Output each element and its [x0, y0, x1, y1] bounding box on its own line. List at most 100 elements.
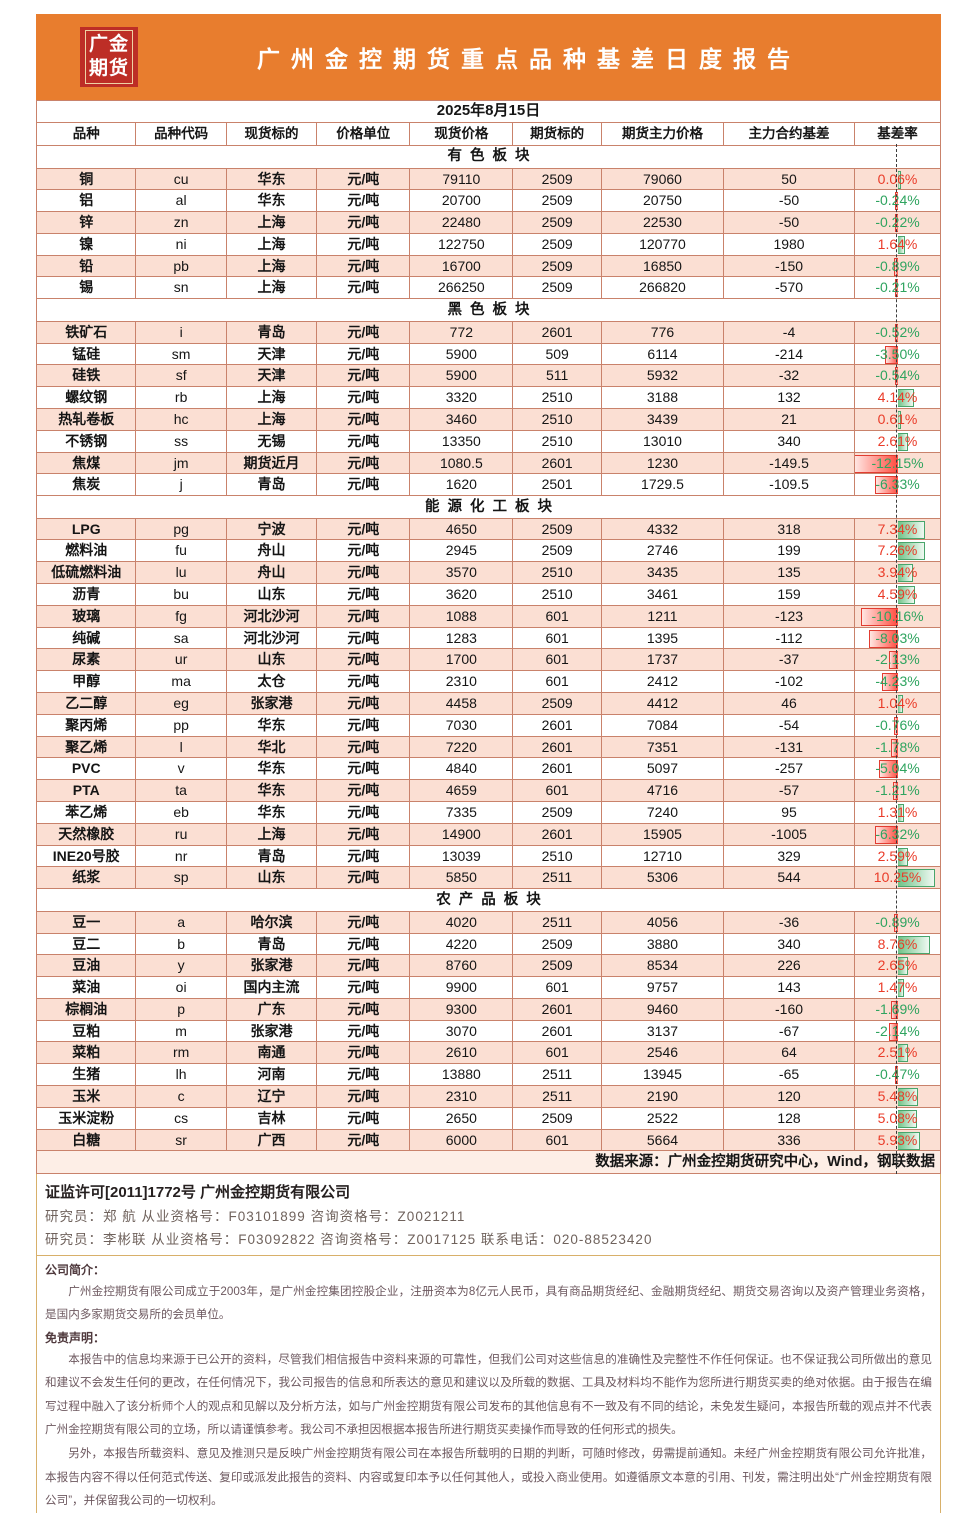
table-row: 不锈钢 ss 无锡 元/吨 13350 2510 13010 340 2.61%: [35, 429, 941, 453]
cell-basis: 120: [722, 1085, 856, 1108]
cell-futures-contract: 2511: [512, 910, 602, 934]
cell-futures-price: 13010: [600, 429, 724, 453]
cell-variety: PTA: [35, 779, 137, 803]
table-row: 沥青 bu 山东 元/吨 3620 2510 3461 159 4.59%: [35, 583, 941, 606]
cell-variety: 豆油: [35, 954, 137, 978]
cell-basis: 199: [722, 539, 856, 563]
cell-spot-target: 宁波: [225, 517, 318, 541]
cell-code: b: [135, 932, 227, 956]
cell-spot-target: 华东: [225, 779, 318, 803]
cell-variety: 菜粕: [35, 1041, 137, 1065]
cell-basis-rate: 1.31%: [854, 801, 941, 824]
cell-variety: 纸浆: [35, 866, 137, 890]
researcher-line-2: 研究员：李彬联 从业资格号：F03092822 咨询资格号：Z0017125 联…: [45, 1231, 653, 1247]
cell-price-unit: 元/吨: [316, 517, 411, 541]
cell-futures-price: 5097: [600, 757, 724, 781]
cell-code: j: [135, 473, 227, 497]
cell-basis: -57: [722, 779, 856, 803]
cell-variety: 豆二: [35, 932, 137, 956]
cell-basis-rate: 4.59%: [854, 583, 941, 606]
cell-price-unit: 元/吨: [316, 1085, 411, 1108]
negative-databar: [855, 454, 898, 473]
cell-futures-contract: 2601: [512, 1019, 602, 1043]
cell-spot-price: 4458: [409, 692, 514, 715]
table-row: 铁矿石 i 青岛 元/吨 772 2601 776 -4 -0.52%: [35, 320, 941, 344]
cell-spot-price: 3620: [409, 583, 514, 606]
cell-price-unit: 元/吨: [316, 167, 411, 191]
cell-basis: -50: [722, 189, 856, 213]
cell-futures-price: 22530: [600, 211, 724, 234]
cell-spot-target: 期货近月: [225, 451, 318, 475]
cell-variety: 甲醇: [35, 670, 137, 694]
cell-spot-target: 华北: [225, 735, 318, 759]
positive-databar: [897, 586, 915, 605]
cell-code: fu: [135, 539, 227, 563]
cell-futures-price: 5306: [600, 866, 724, 890]
cell-futures-contract: 2509: [512, 517, 602, 541]
cell-basis: 128: [722, 1106, 856, 1130]
cell-code: rb: [135, 386, 227, 409]
cell-variety: 锡: [35, 276, 137, 300]
cell-price-unit: 元/吨: [316, 1063, 411, 1087]
cell-basis: -150: [722, 254, 856, 278]
cell-code: p: [135, 997, 227, 1021]
cell-spot-target: 山东: [225, 648, 318, 672]
cell-basis-rate: 5.93%: [854, 1128, 941, 1152]
cell-basis-rate: 0.61%: [854, 407, 941, 431]
cell-spot-price: 79110: [409, 167, 514, 191]
cell-code: ss: [135, 429, 227, 453]
cell-variety: 硅铁: [35, 364, 137, 388]
cell-basis: -109.5: [722, 473, 856, 497]
negative-databar: [878, 760, 898, 779]
cell-basis: -67: [722, 1019, 856, 1043]
negative-databar: [893, 716, 898, 735]
cell-basis-rate: 1.47%: [854, 976, 941, 999]
cell-futures-contract: 601: [512, 670, 602, 694]
table-row: PTA ta 华东 元/吨 4659 601 4716 -57 -1.21%: [35, 779, 941, 803]
negative-databar: [884, 345, 898, 364]
cell-spot-price: 2310: [409, 1085, 514, 1108]
cell-spot-target: 国内主流: [225, 976, 318, 999]
cell-variety: 菜油: [35, 976, 137, 999]
cell-basis: 132: [722, 386, 856, 409]
cell-variety: 低硫燃料油: [35, 561, 137, 585]
table-row: 螺纹钢 rb 上海 元/吨 3320 2510 3188 132 4.14%: [35, 386, 941, 409]
cell-basis: 318: [722, 517, 856, 541]
table-row: INE20号胶 nr 青岛 元/吨 13039 2510 12710 329 2.59%: [35, 844, 941, 868]
cell-spot-price: 7220: [409, 735, 514, 759]
cell-spot-target: 山东: [225, 866, 318, 890]
cell-basis-rate: 2.59%: [854, 844, 941, 868]
cell-basis-rate: -0.54%: [854, 364, 941, 388]
table-row: 苯乙烯 eb 华东 元/吨 7335 2509 7240 95 1.31%: [35, 801, 941, 824]
cell-spot-price: 3320: [409, 386, 514, 409]
cell-basis-rate: 8.76%: [854, 932, 941, 956]
date-row: 2025年8月15日: [36, 100, 941, 123]
cell-price-unit: 元/吨: [316, 801, 411, 824]
cell-futures-contract: 601: [512, 1041, 602, 1065]
cell-futures-contract: 2509: [512, 276, 602, 300]
cell-futures-contract: 2509: [512, 932, 602, 956]
column-header: 主力合约基差: [722, 122, 856, 146]
cell-basis-rate: 2.61%: [854, 429, 941, 453]
cell-futures-price: 266820: [600, 276, 724, 300]
cell-futures-price: 20750: [600, 189, 724, 213]
report-date: 2025年8月15日: [36, 100, 941, 123]
cell-futures-price: 2746: [600, 539, 724, 563]
cell-spot-target: 华东: [225, 801, 318, 824]
cell-basis-rate: 1.64%: [854, 232, 941, 256]
cell-spot-target: 上海: [225, 407, 318, 431]
column-header: 基差率: [854, 122, 941, 146]
cell-price-unit: 元/吨: [316, 757, 411, 781]
section-header-row: 能源化工板块: [36, 495, 941, 519]
cell-spot-target: 吉林: [225, 1106, 318, 1130]
cell-futures-price: 2190: [600, 1085, 724, 1108]
cell-variety: 玉米淀粉: [35, 1106, 137, 1130]
cell-spot-target: 天津: [225, 342, 318, 366]
cell-futures-price: 5664: [600, 1128, 724, 1152]
negative-databar: [890, 738, 898, 757]
company-intro-title: 公司简介：: [45, 1262, 106, 1277]
cell-code: c: [135, 1085, 227, 1108]
data-source-note: 数据来源：广州金控期货研究中心，Wind，钢联数据: [36, 1150, 941, 1174]
cell-basis: -160: [722, 997, 856, 1021]
cell-spot-target: 哈尔滨: [225, 910, 318, 934]
